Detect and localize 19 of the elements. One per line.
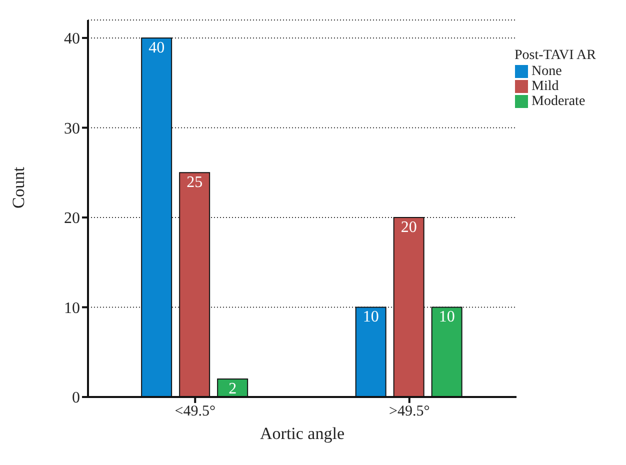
y-tick-label: 20 xyxy=(64,210,80,228)
legend-label: Mild xyxy=(532,79,559,94)
legend-title: Post-TAVI AR xyxy=(514,48,596,63)
x-tick-label: <49.5° xyxy=(174,404,216,420)
y-axis-title: Count xyxy=(9,166,28,208)
legend-label: Moderate xyxy=(532,94,586,109)
y-tick-label: 10 xyxy=(64,300,80,317)
legend-label: None xyxy=(532,64,562,79)
x-tick-label: >49.5° xyxy=(389,404,430,420)
data-label: 2 xyxy=(228,380,237,398)
y-tick-label: 40 xyxy=(64,30,80,48)
data-label: 10 xyxy=(362,308,379,326)
data-label: 20 xyxy=(400,218,417,236)
data-label: 40 xyxy=(148,39,165,56)
data-label: 25 xyxy=(186,174,203,191)
y-tick-label: 30 xyxy=(64,120,80,138)
x-axis-title: Aortic angle xyxy=(260,424,345,443)
y-tick-label: 0 xyxy=(72,390,80,407)
data-label: 10 xyxy=(438,308,455,326)
